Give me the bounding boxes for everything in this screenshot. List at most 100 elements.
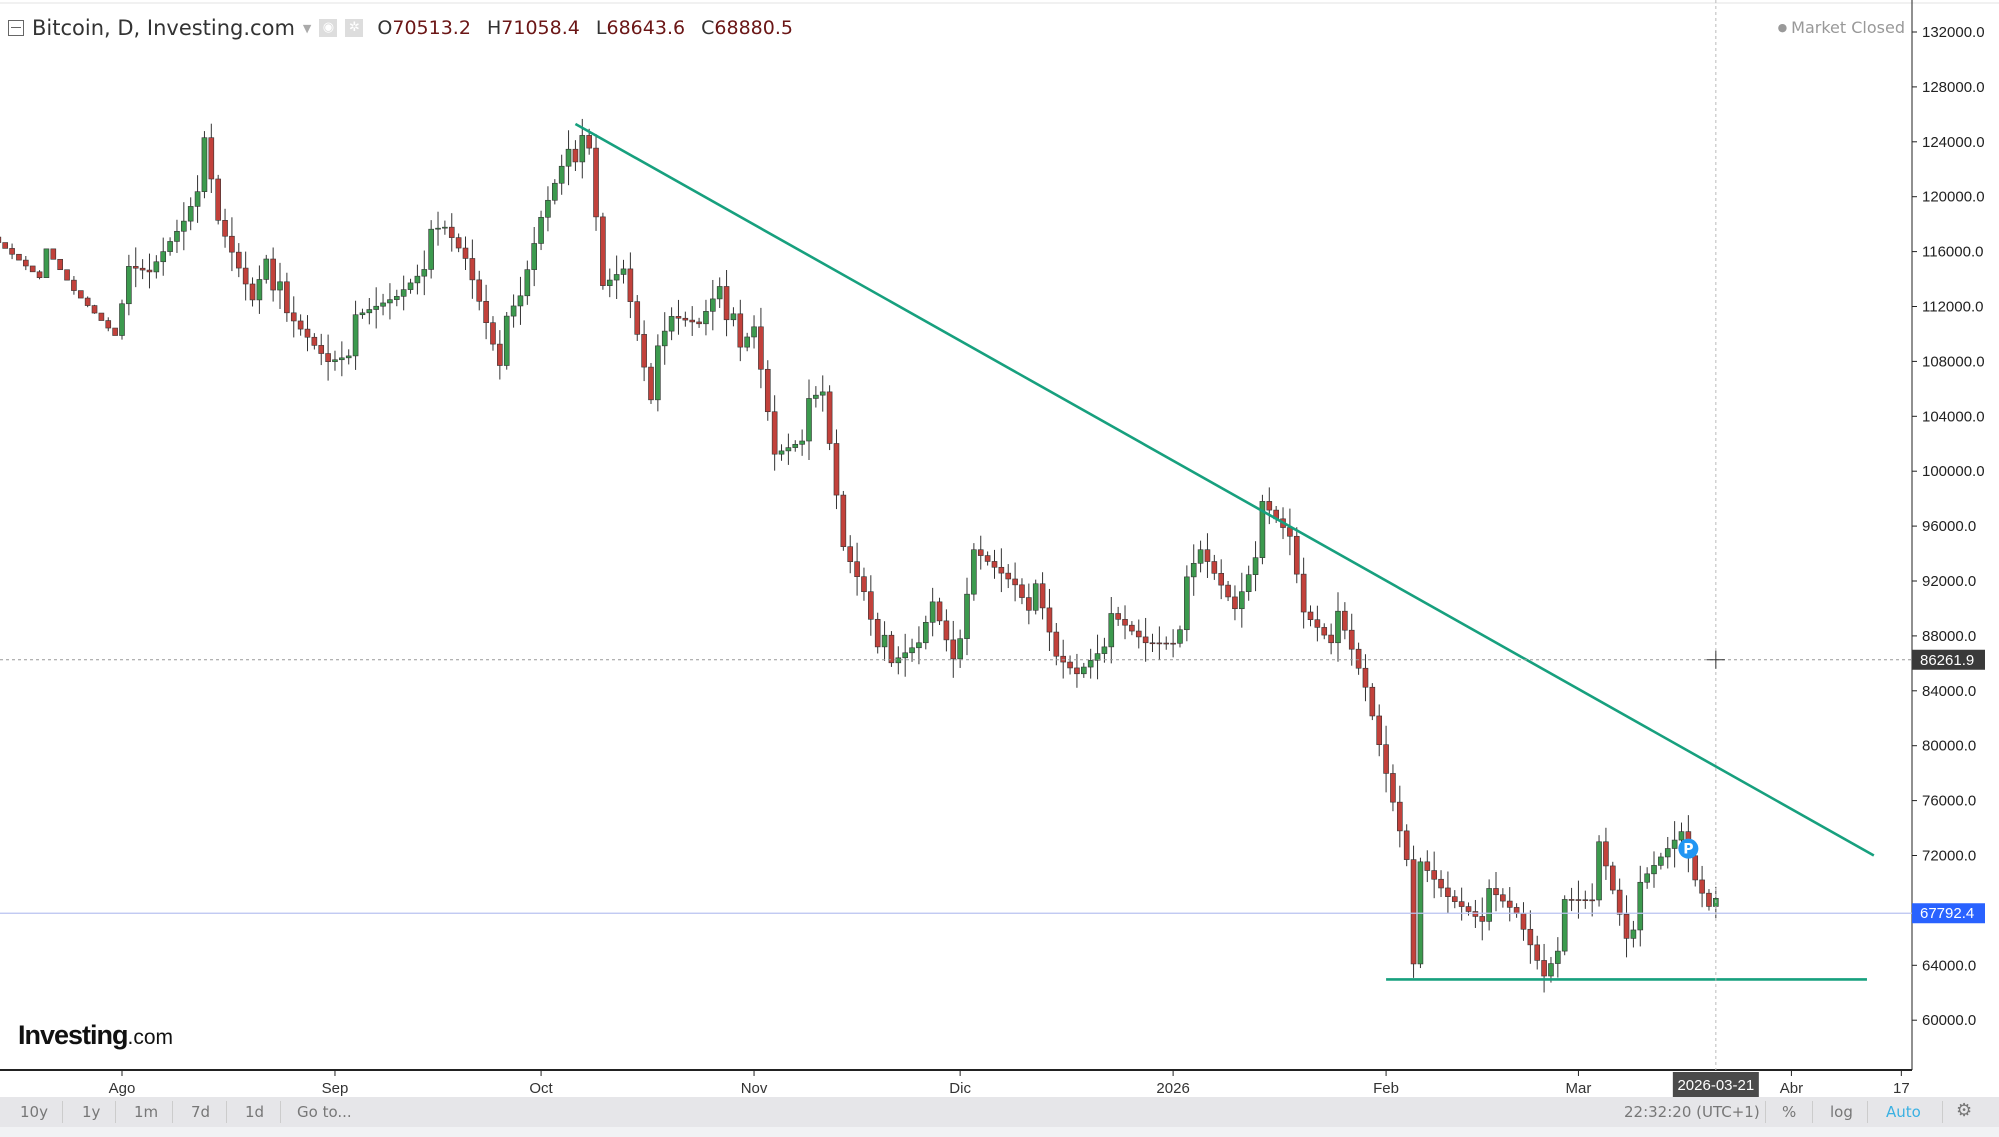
chart-background	[0, 0, 1999, 1097]
candle-body	[778, 450, 785, 455]
candle-body	[421, 269, 428, 277]
range-1m[interactable]: 1m	[134, 1103, 159, 1121]
candle	[387, 283, 393, 320]
candle-body	[1637, 881, 1644, 931]
candle-body	[524, 269, 531, 297]
candle-body	[36, 271, 43, 278]
candle-body	[1060, 655, 1066, 663]
range-7d[interactable]: 7d	[191, 1103, 211, 1121]
candle-body	[132, 266, 139, 269]
candle	[778, 444, 785, 461]
candle	[1335, 592, 1341, 662]
settings-icon[interactable]: ⚙	[1956, 1100, 1973, 1121]
candle	[1637, 865, 1644, 947]
candle	[1239, 572, 1245, 628]
price-chart[interactable]: 60000.0 64000.0 72000.0 76000.0 80000.0 84000…	[0, 0, 1999, 1097]
candle-body	[1218, 573, 1224, 586]
chevron-down-icon[interactable]: ▼	[302, 21, 312, 35]
candle	[407, 278, 414, 294]
candle	[1369, 683, 1376, 721]
candle	[1555, 937, 1561, 978]
gear-icon[interactable]: ✲	[345, 19, 364, 37]
candle	[1410, 845, 1417, 978]
candle	[1376, 704, 1383, 757]
candle-body	[600, 216, 606, 286]
candle	[929, 587, 936, 637]
candle-body	[1568, 899, 1575, 901]
candle-body	[785, 447, 792, 452]
divider	[1812, 1101, 1813, 1123]
candle-body	[366, 309, 373, 314]
candle	[215, 174, 221, 225]
candle-body	[1692, 855, 1699, 881]
candle	[751, 315, 757, 349]
candle	[1328, 623, 1334, 655]
candle-body	[373, 305, 379, 310]
candle-body	[874, 618, 881, 648]
candle	[1390, 764, 1396, 812]
candle	[806, 379, 812, 460]
candle	[1101, 637, 1108, 663]
candle	[1568, 887, 1575, 912]
auto-toggle[interactable]: Auto	[1886, 1103, 1921, 1121]
candle	[1451, 890, 1458, 909]
candle-body	[1596, 841, 1602, 901]
candle-body	[1520, 913, 1527, 930]
range-1y[interactable]: 1y	[82, 1103, 101, 1121]
candle	[1218, 559, 1224, 600]
candle	[249, 277, 256, 307]
candle-body	[1500, 894, 1506, 902]
candle	[132, 247, 139, 288]
investing-logo: Investing.com	[18, 1020, 174, 1050]
candle-body	[181, 220, 187, 232]
candle	[112, 327, 118, 336]
candle	[1397, 785, 1403, 848]
candle	[943, 609, 950, 652]
candle-body	[1541, 960, 1547, 977]
candle-body	[1451, 896, 1458, 902]
candle-body	[242, 267, 249, 285]
candle	[373, 287, 379, 329]
collapse-icon[interactable]	[8, 20, 24, 36]
candle-body	[126, 266, 132, 305]
candle-body	[682, 317, 689, 321]
candle	[1438, 870, 1444, 898]
candle-body	[710, 298, 716, 312]
candle	[771, 395, 778, 471]
candle	[23, 255, 29, 271]
candle	[277, 262, 283, 309]
candle-body	[929, 601, 936, 623]
candle-body	[840, 494, 847, 547]
range-10y[interactable]: 10y	[20, 1103, 48, 1121]
x-tick-label: Mar	[1566, 1080, 1592, 1097]
candle	[895, 646, 902, 675]
candle-body	[1012, 578, 1018, 586]
candle-body	[2, 242, 9, 249]
candle	[991, 549, 998, 579]
candle-body	[263, 258, 270, 280]
candle-body	[1479, 916, 1486, 922]
p-marker-icon[interactable]	[1678, 838, 1699, 859]
candle-body	[1266, 501, 1273, 511]
resistance-trendline	[574, 122, 1875, 857]
candle	[332, 350, 338, 371]
candle	[1527, 910, 1534, 964]
goto-button[interactable]: Go to...	[297, 1103, 352, 1121]
candle-body	[950, 639, 957, 660]
percent-toggle[interactable]: %	[1782, 1103, 1797, 1121]
candle-body	[1149, 642, 1156, 645]
candle	[1383, 725, 1389, 793]
candle	[902, 633, 908, 677]
candle	[964, 577, 970, 656]
chart-title[interactable]: Bitcoin, D, Investing.com	[32, 16, 295, 40]
range-1d[interactable]: 1d	[245, 1103, 265, 1121]
candle	[1005, 564, 1012, 589]
eye-icon[interactable]: ◉	[319, 19, 338, 37]
candle-body	[558, 165, 565, 184]
candle-body	[297, 320, 304, 330]
candle	[874, 612, 881, 654]
candle-body	[723, 286, 730, 321]
log-toggle[interactable]: log	[1830, 1103, 1853, 1121]
x-tick-label: Nov	[741, 1080, 768, 1097]
candle	[77, 290, 84, 299]
